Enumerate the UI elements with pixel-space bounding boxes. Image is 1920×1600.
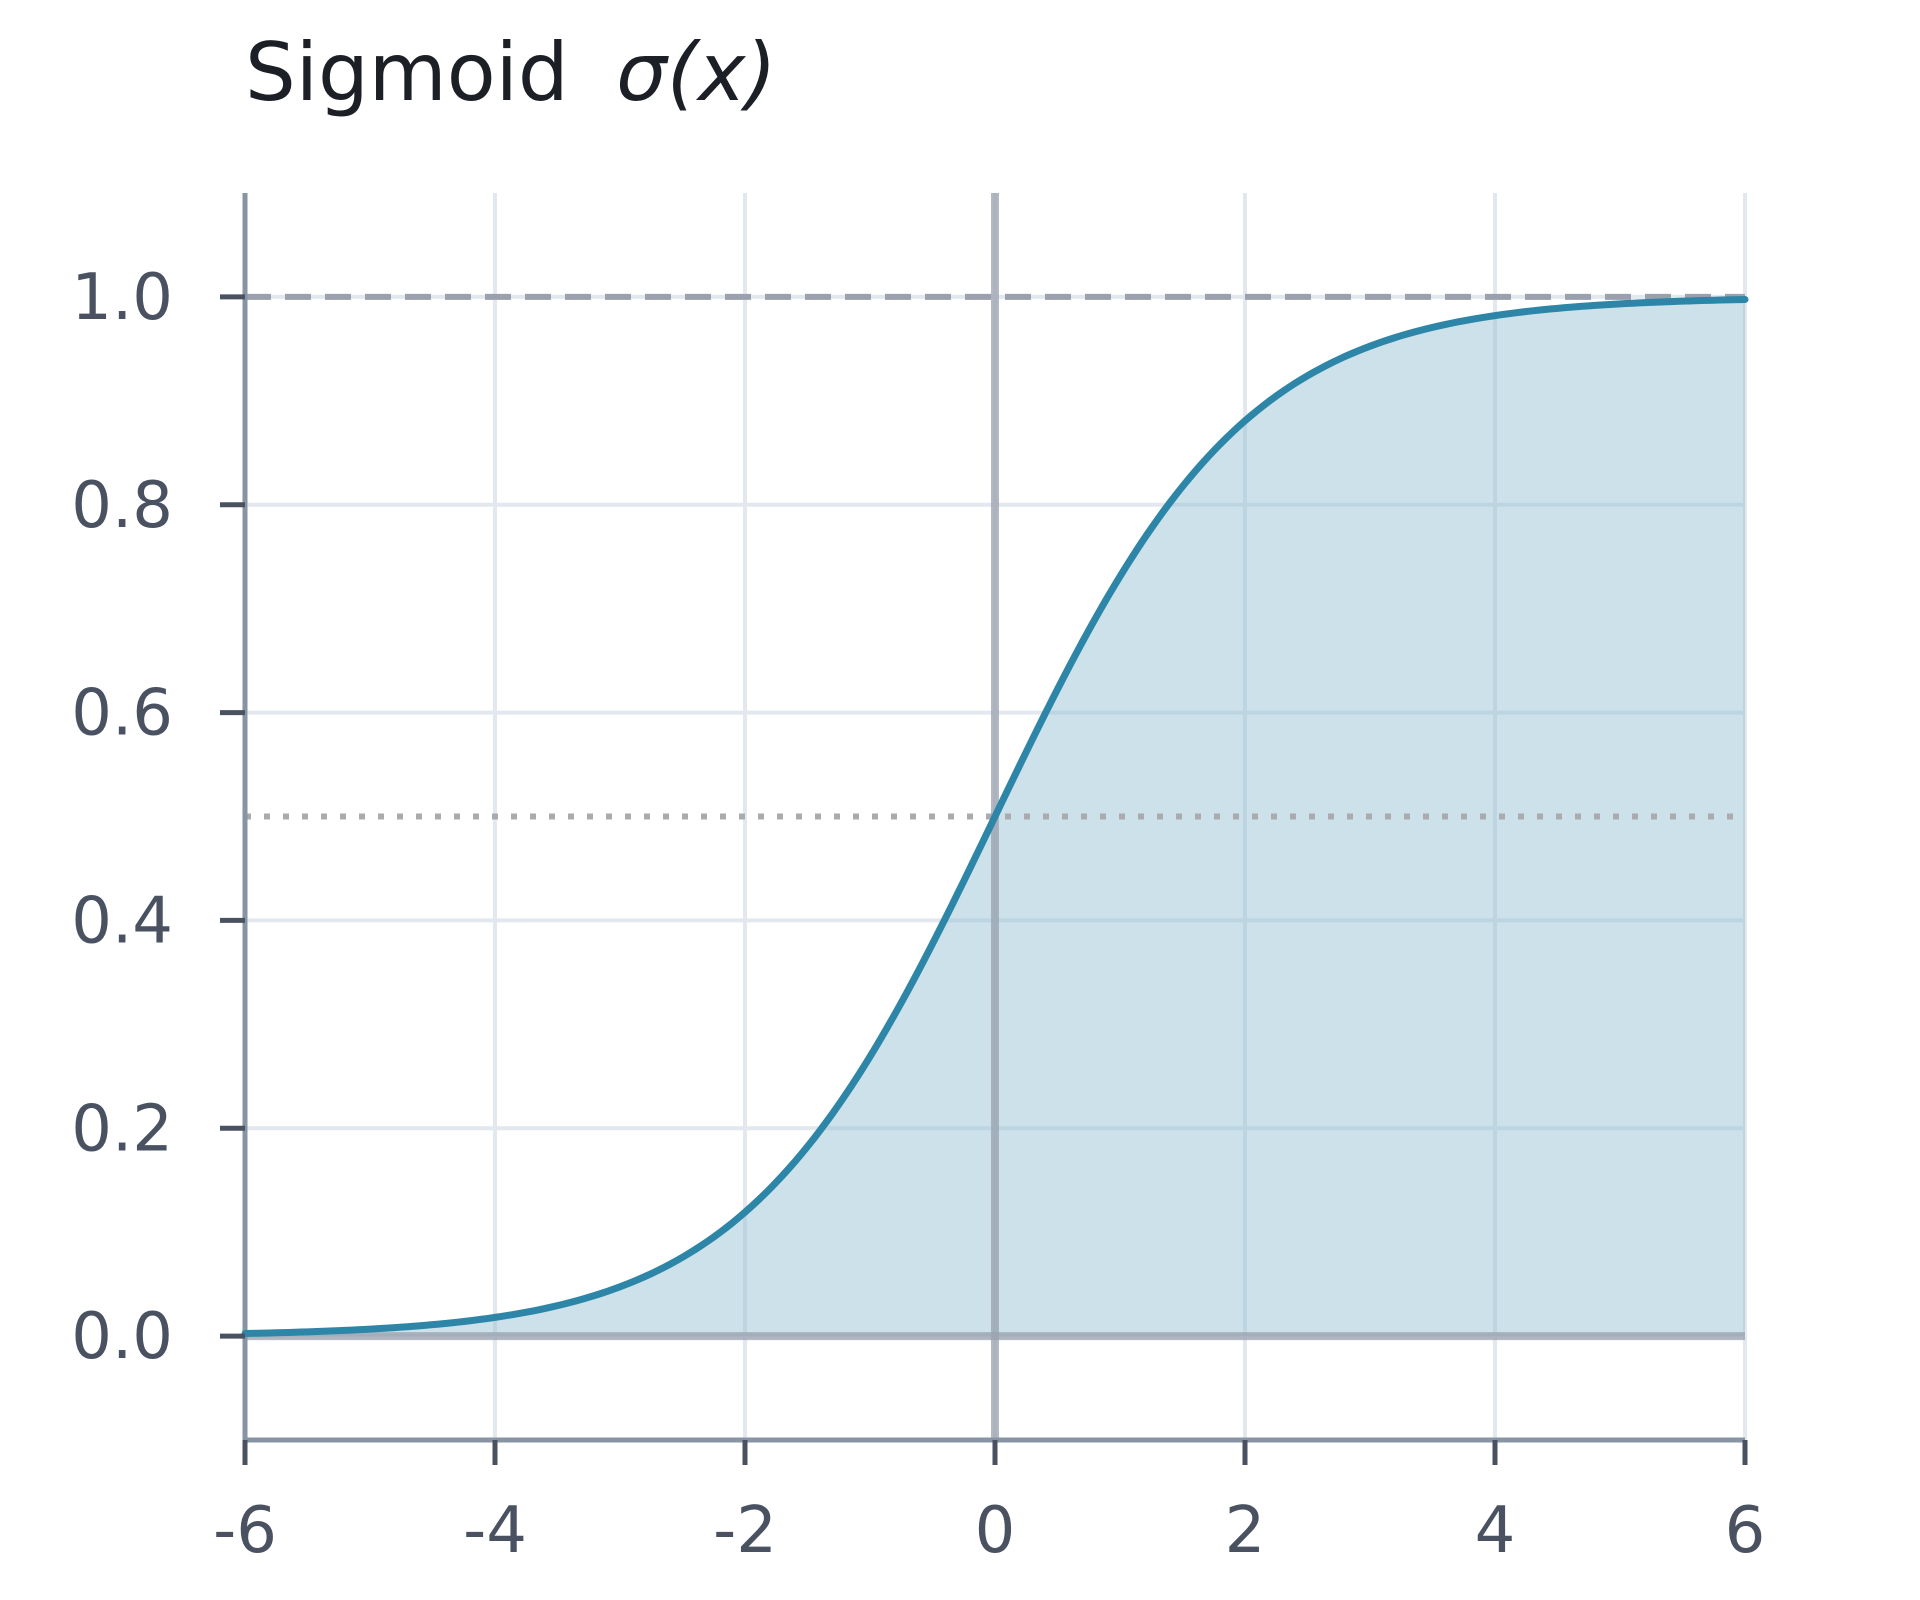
- x-tick-label: 2: [1225, 1494, 1266, 1568]
- chart-title-symbol: σ(x): [616, 26, 776, 119]
- chart-title: Sigmoid σ(x): [245, 26, 777, 119]
- y-tick-label: 0.6: [71, 677, 173, 751]
- y-tick-label: 0.8: [71, 469, 173, 543]
- x-tick-label: -2: [713, 1494, 777, 1568]
- x-tick-label: -6: [213, 1494, 277, 1568]
- x-tick-label: -4: [463, 1494, 527, 1568]
- x-tick-label: 0: [975, 1494, 1016, 1568]
- curve-layer: [241, 295, 1749, 1338]
- y-tick-label: 0.4: [71, 884, 173, 958]
- x-tick-label: 6: [1725, 1494, 1766, 1568]
- sigmoid-curve: [241, 295, 1749, 1338]
- y-tick-label: 0.2: [71, 1092, 173, 1166]
- y-tick-label: 0.0: [71, 1300, 173, 1374]
- y-ticks: 0.0 0.2 0.4 0.6 0.8 1.0: [71, 261, 245, 1374]
- x-tick-label: 4: [1475, 1494, 1516, 1568]
- y-tick-label: 1.0: [71, 261, 173, 335]
- x-ticks: -6 -4 -2 0 2 4 6: [213, 1440, 1765, 1568]
- chart-title-text: Sigmoid: [245, 26, 569, 119]
